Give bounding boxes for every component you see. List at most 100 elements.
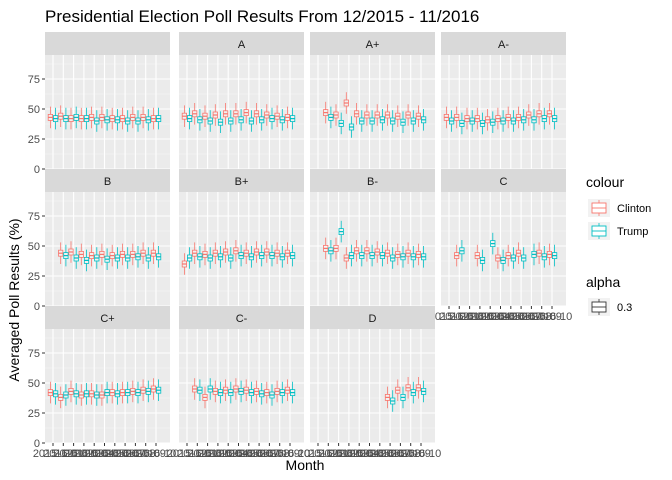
x-tick-label: 2016-02	[318, 448, 358, 460]
x-tick-label: 2016-05	[218, 448, 258, 460]
facet-label: A+	[366, 39, 380, 51]
facet-label: C+	[100, 313, 114, 325]
box-mark	[238, 109, 244, 131]
box-mark	[89, 383, 95, 405]
box-mark	[264, 104, 270, 126]
box-mark	[415, 105, 422, 127]
box-mark	[500, 110, 506, 132]
box-mark	[274, 380, 280, 403]
x-tick-label: 2016-01	[43, 448, 83, 460]
box-mark	[114, 247, 120, 269]
box-mark	[58, 242, 64, 264]
legend-colour-label: Trump	[617, 226, 648, 238]
y-tick-label: 25	[28, 134, 40, 146]
facet-panel: A-	[441, 32, 566, 170]
box-mark	[114, 383, 120, 405]
y-axis-title: Averaged Poll Results (%)	[6, 218, 22, 381]
box-mark	[192, 378, 198, 400]
box-mark	[384, 386, 391, 409]
facet-panel: A+	[310, 32, 435, 170]
box-mark	[359, 244, 365, 267]
x-tick-label: 2016-07	[239, 448, 279, 460]
box-mark	[228, 381, 234, 404]
box-mark	[284, 106, 291, 129]
box-mark	[274, 242, 280, 264]
box-mark	[89, 244, 95, 267]
box-mark	[212, 380, 218, 403]
x-tick-label: 2016-05	[349, 448, 389, 460]
x-tick-label: 2015-12	[33, 448, 73, 460]
box-mark	[395, 379, 401, 401]
box-mark	[405, 242, 411, 264]
x-tick-label: 2016-01	[308, 448, 348, 460]
x-axis-title: Month	[286, 457, 325, 473]
box-mark	[410, 381, 416, 404]
box-mark	[140, 242, 146, 264]
box-mark	[374, 104, 380, 126]
box-mark	[145, 247, 151, 269]
box-mark	[405, 104, 411, 126]
box-mark	[253, 380, 260, 403]
box-mark	[202, 105, 208, 127]
box-mark	[222, 241, 229, 263]
facet-panel: A	[179, 32, 304, 170]
facet-panel: C+02550752015-122016-012016-022016-03201…	[28, 306, 176, 460]
box-mark	[384, 242, 391, 264]
box-mark	[269, 244, 275, 267]
box-mark	[443, 106, 450, 129]
box-mark	[89, 106, 95, 129]
facet-panel: C2015-122016-012016-022016-032016-042016…	[429, 169, 572, 323]
box-mark	[222, 379, 229, 401]
box-mark	[400, 386, 406, 409]
box-mark	[233, 103, 239, 125]
x-tick-label: 2016-04	[74, 448, 114, 460]
box-mark	[515, 106, 522, 129]
box-mark	[552, 244, 558, 267]
box-mark	[505, 106, 511, 129]
box-mark	[484, 109, 491, 131]
box-mark	[150, 107, 156, 130]
box-mark	[243, 379, 249, 401]
facet-panel: D2015-122016-012016-022016-032016-042016…	[298, 306, 441, 460]
box-mark	[238, 380, 244, 403]
box-mark	[289, 107, 296, 130]
facet-strip	[45, 306, 170, 329]
box-mark	[197, 379, 203, 401]
box-mark	[125, 381, 131, 404]
facet-label: B+	[235, 176, 249, 188]
box-mark	[109, 107, 115, 130]
box-mark	[207, 247, 213, 269]
box-mark	[410, 246, 416, 268]
x-tick-label: 2016-03	[329, 448, 369, 460]
box-mark	[505, 244, 511, 267]
box-mark	[248, 110, 254, 132]
box-mark	[333, 237, 339, 260]
box-mark	[253, 103, 260, 125]
box-mark	[192, 103, 198, 125]
box-mark	[369, 244, 375, 267]
y-tick-label: 25	[28, 271, 40, 283]
box-mark	[114, 109, 120, 131]
box-mark	[192, 242, 198, 264]
y-tick-label: 0	[34, 438, 40, 450]
box-mark	[536, 103, 542, 125]
facet-strip	[179, 306, 304, 329]
box-mark	[479, 112, 486, 135]
box-mark	[104, 109, 110, 131]
box-mark	[228, 110, 234, 132]
box-mark	[181, 253, 187, 275]
box-mark	[338, 112, 344, 135]
box-mark	[47, 106, 54, 129]
facet-label: B	[104, 176, 111, 188]
box-mark	[130, 106, 136, 129]
box-mark	[186, 247, 193, 269]
box-mark	[323, 101, 329, 124]
x-tick-label: 2015-12	[429, 311, 469, 323]
facet-panel: B 0 25 50 75	[28, 169, 170, 313]
box-mark	[364, 104, 370, 126]
box-mark	[390, 110, 396, 132]
box-mark	[359, 110, 365, 132]
y-tick-label: 75	[28, 348, 40, 360]
box-mark	[459, 240, 465, 262]
box-mark	[83, 249, 90, 272]
